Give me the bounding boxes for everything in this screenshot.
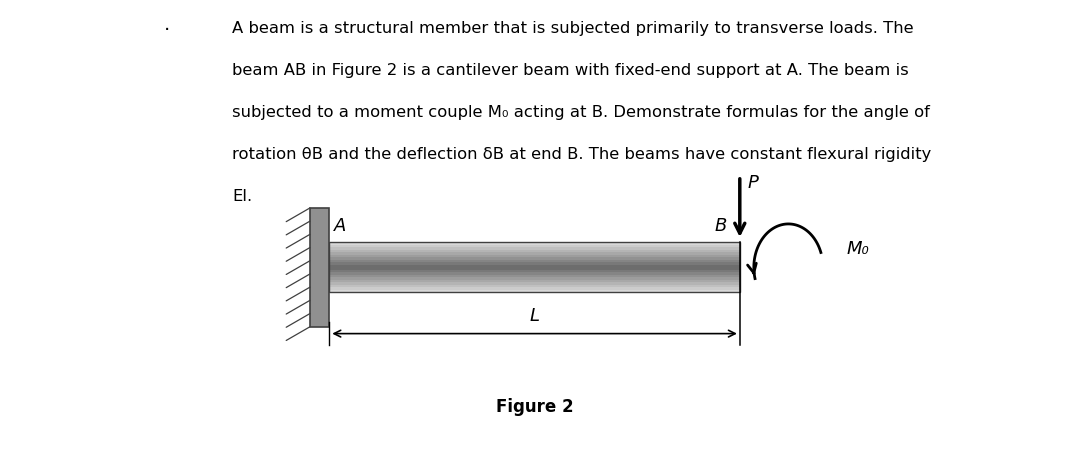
Bar [329,267,740,270]
Text: A beam is a structural member that is subjected primarily to transverse loads. T: A beam is a structural member that is su… [232,21,914,36]
Text: rotation θB and the deflection δB at end B. The beams have constant flexural rig: rotation θB and the deflection δB at end… [232,147,932,162]
Bar [329,255,740,257]
Bar [329,245,740,247]
Text: ·: · [164,21,171,40]
Text: M₀: M₀ [847,240,869,258]
Bar [310,208,329,327]
Text: EI.: EI. [232,189,253,204]
Bar [329,262,740,265]
Bar [329,277,740,280]
Text: B: B [715,218,727,235]
Bar [329,247,740,250]
Text: P: P [747,174,758,191]
Bar [329,282,740,285]
Bar [329,242,740,245]
Bar [329,250,740,252]
Bar [329,242,740,292]
Text: Figure 2: Figure 2 [496,398,573,416]
Bar [329,270,740,272]
Text: L: L [529,308,540,325]
Bar [329,290,740,292]
Text: A: A [334,218,346,235]
Bar [329,275,740,277]
Bar [329,272,740,275]
Text: beam AB in Figure 2 is a cantilever beam with fixed-end support at A. The beam i: beam AB in Figure 2 is a cantilever beam… [232,63,909,78]
Bar [329,260,740,262]
Bar [329,280,740,282]
Bar [329,265,740,267]
Bar [329,287,740,290]
Bar [329,252,740,255]
Bar [329,285,740,287]
Bar [329,257,740,260]
Text: subjected to a moment couple M₀ acting at B. Demonstrate formulas for the angle : subjected to a moment couple M₀ acting a… [232,105,930,120]
